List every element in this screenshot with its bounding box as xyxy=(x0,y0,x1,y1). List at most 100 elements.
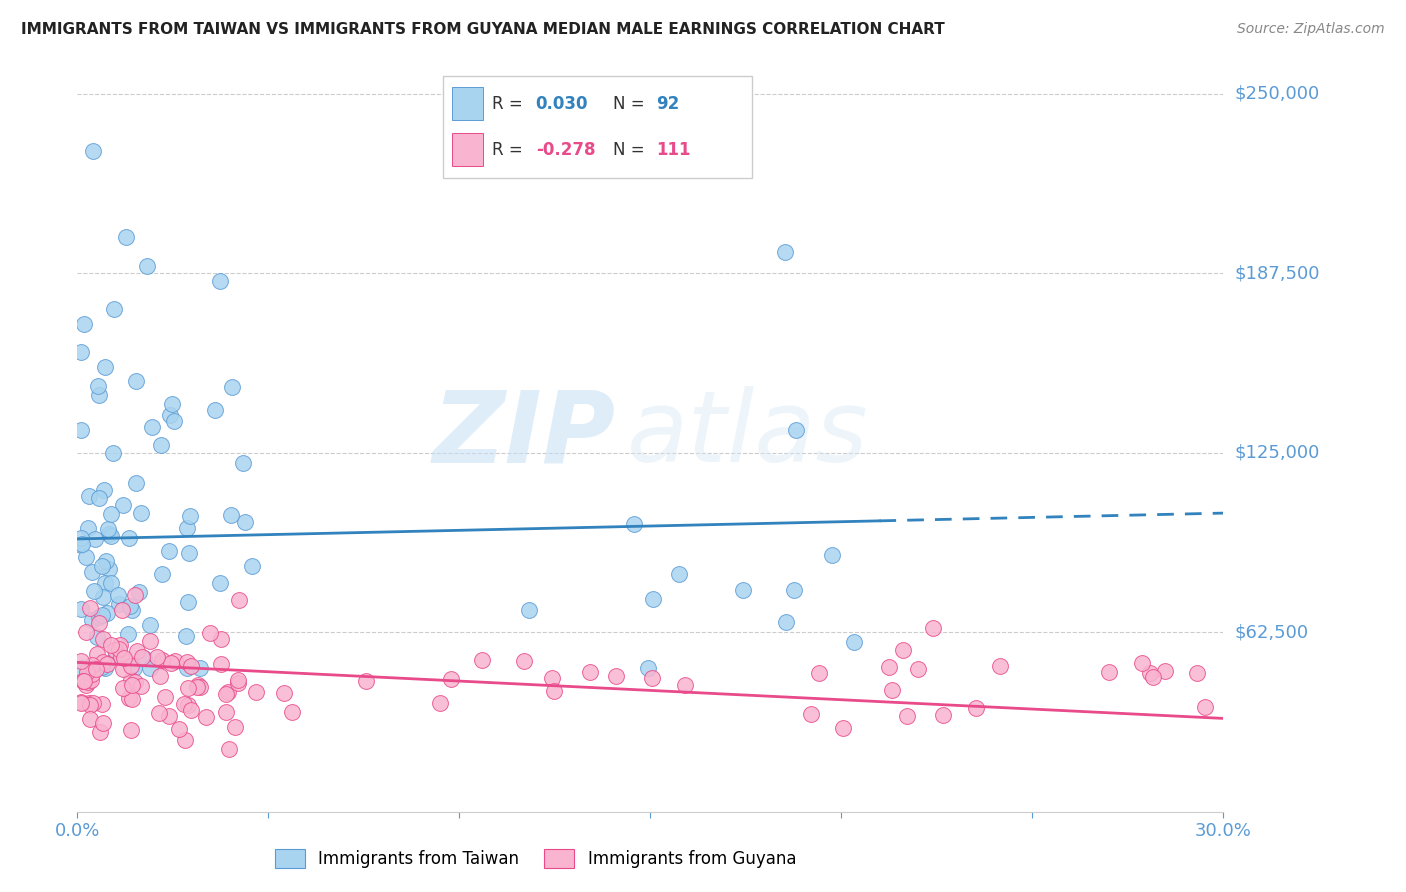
Point xyxy=(882,682,904,697)
Point xyxy=(87,379,110,393)
Text: atlas: atlas xyxy=(627,386,869,483)
Point xyxy=(134,651,156,665)
Point xyxy=(821,548,844,562)
Point xyxy=(122,661,145,675)
Point xyxy=(76,665,98,680)
Point xyxy=(100,529,122,543)
Text: $62,500: $62,500 xyxy=(1234,624,1309,641)
Point xyxy=(775,615,797,629)
Point xyxy=(107,588,129,602)
Point xyxy=(91,632,114,646)
Point xyxy=(79,489,101,503)
Point xyxy=(150,653,173,667)
Point xyxy=(179,509,201,524)
FancyBboxPatch shape xyxy=(443,76,752,178)
Point xyxy=(877,660,900,674)
Point xyxy=(1185,666,1208,681)
Point xyxy=(73,317,96,331)
Point xyxy=(173,733,195,747)
Point xyxy=(842,635,865,649)
Point xyxy=(541,671,564,685)
Point xyxy=(108,642,131,657)
Point xyxy=(111,681,134,696)
Point xyxy=(83,583,105,598)
Point xyxy=(118,531,141,545)
Point xyxy=(76,521,98,535)
Point xyxy=(139,661,162,675)
Point xyxy=(517,602,540,616)
Point xyxy=(149,669,172,683)
Text: R =: R = xyxy=(492,141,529,159)
Point xyxy=(100,638,122,652)
Point xyxy=(188,661,211,675)
Point xyxy=(96,553,118,567)
Point xyxy=(90,697,112,711)
Point xyxy=(70,697,93,711)
Point xyxy=(94,661,117,675)
Point xyxy=(91,655,114,669)
Point xyxy=(120,723,142,737)
Point xyxy=(89,724,111,739)
Point xyxy=(117,627,139,641)
Point xyxy=(176,655,198,669)
Point xyxy=(112,498,135,512)
Point xyxy=(96,607,118,621)
Point xyxy=(91,590,114,604)
Point xyxy=(75,678,97,692)
Bar xyxy=(453,87,484,120)
Point xyxy=(180,658,202,673)
Text: 111: 111 xyxy=(657,141,690,159)
Point xyxy=(637,660,659,674)
Bar xyxy=(453,133,484,166)
Text: R =: R = xyxy=(492,95,529,112)
Point xyxy=(148,706,170,720)
Point xyxy=(157,543,180,558)
Point xyxy=(641,592,664,607)
Point xyxy=(120,673,142,687)
Point xyxy=(129,506,152,520)
Point xyxy=(922,622,945,636)
Point xyxy=(91,660,114,674)
Point xyxy=(90,559,112,574)
Point xyxy=(187,678,209,692)
Point xyxy=(96,657,118,671)
Legend: Immigrants from Taiwan, Immigrants from Guyana: Immigrants from Taiwan, Immigrants from … xyxy=(269,842,803,875)
Text: Source: ZipAtlas.com: Source: ZipAtlas.com xyxy=(1237,22,1385,37)
Point xyxy=(82,145,104,159)
Point xyxy=(215,687,238,701)
Text: ZIP: ZIP xyxy=(433,386,616,483)
Point xyxy=(233,515,256,529)
Point xyxy=(160,657,183,671)
Point xyxy=(104,643,127,657)
Point xyxy=(100,507,122,521)
Point xyxy=(1098,665,1121,680)
Point xyxy=(82,696,104,710)
Point xyxy=(110,650,132,665)
Text: $125,000: $125,000 xyxy=(1234,444,1320,462)
Point xyxy=(98,527,121,541)
Point xyxy=(194,710,217,724)
Point xyxy=(896,709,918,723)
Point xyxy=(198,626,221,640)
Point xyxy=(150,566,173,581)
Point xyxy=(209,632,232,646)
Text: N =: N = xyxy=(613,141,650,159)
Point xyxy=(70,661,93,675)
Point xyxy=(160,397,183,411)
Text: -0.278: -0.278 xyxy=(536,141,595,159)
Point xyxy=(219,508,242,522)
Point xyxy=(800,707,823,722)
Point xyxy=(176,661,198,675)
Point xyxy=(112,661,135,675)
Point xyxy=(79,601,101,615)
Point xyxy=(70,695,93,709)
Point xyxy=(675,678,697,692)
Point xyxy=(121,603,143,617)
Point xyxy=(731,583,754,598)
Point xyxy=(217,684,239,698)
Point xyxy=(245,685,267,699)
Point xyxy=(124,374,146,388)
Point xyxy=(93,715,115,730)
Point xyxy=(1154,664,1177,678)
Text: $250,000: $250,000 xyxy=(1234,85,1320,103)
